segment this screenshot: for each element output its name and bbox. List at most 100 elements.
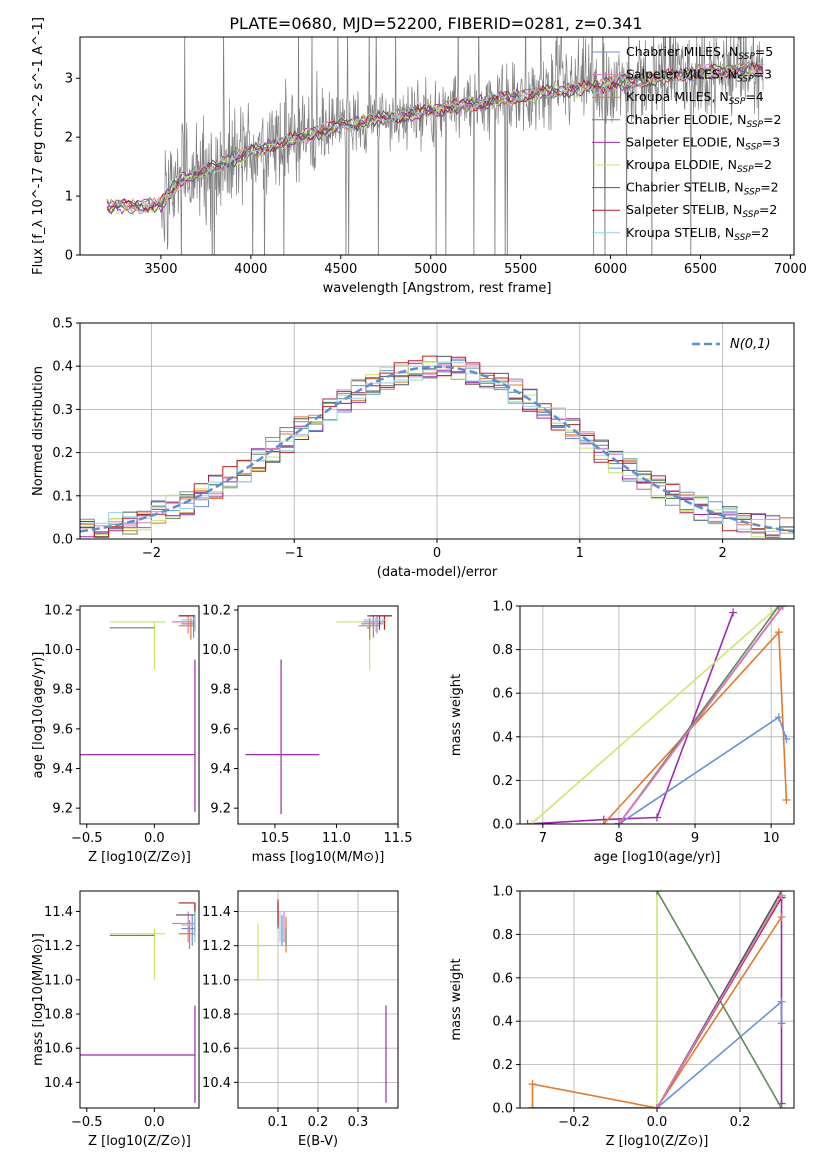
- legend-sub: SSP: [744, 188, 761, 198]
- x-tick-label: 11.0: [322, 831, 351, 846]
- x-tick-label: 0.0: [647, 1115, 668, 1130]
- plot-area: [528, 891, 786, 1108]
- legend-value: =5: [755, 44, 773, 59]
- legend-text: Salpeter ELODIE, N: [626, 134, 745, 149]
- y-tick-label: 9.6: [210, 722, 231, 737]
- chart-spectrum: 3500 4000 4500 5000 5500 6000 6500 7000 0 1 2 3 wave…: [31, 17, 807, 296]
- y-tick-label: 0.4: [492, 730, 513, 745]
- x-tick-label: 0.0: [144, 831, 165, 846]
- legend-value: =2: [754, 157, 772, 172]
- legend-label-chabrier_stelib: Chabrier STELIB, NSSP=2: [626, 180, 779, 198]
- y-tick-label: 11.2: [44, 939, 73, 954]
- x-tick-label: 4000: [234, 262, 267, 277]
- cumulative-marker-kroupa_miles: [528, 1104, 537, 1108]
- plot-area: [80, 355, 794, 539]
- chart-mass_vs_ebv: 0.1 0.2 0.3 10.4 10.6 10.8 11.0 11.2 11.4 E(B-V): [202, 890, 399, 1149]
- x-axis-label: (data-model)/error: [377, 565, 498, 580]
- cumulative-marker-chabrier_miles: [777, 1019, 786, 1028]
- y-tick-label: 9.4: [210, 762, 231, 777]
- y-tick-label: 3: [65, 72, 73, 87]
- y-tick-label: 0.6: [492, 971, 513, 986]
- cumulative-line-salpeter_elodie: [527, 612, 734, 824]
- y-tick-label: 1.0: [492, 600, 513, 615]
- x-tick-label: 1: [576, 546, 584, 561]
- x-tick-label: −0.2: [558, 1115, 590, 1130]
- legend-label-reference: N(0,1): [730, 337, 771, 352]
- y-tick-label: 11.4: [202, 905, 231, 920]
- cumulative-marker-salpeter_miles: [777, 891, 786, 900]
- cumulative-marker-chabrier_elodie: [653, 891, 661, 895]
- x-axis-label: Z [log10(Z/Z⊙)]: [88, 850, 191, 865]
- y-tick-label: 2: [65, 131, 73, 146]
- axes-frame: [237, 605, 399, 825]
- x-tick-label: 0.2: [730, 1115, 751, 1130]
- plot-area: [106, 37, 764, 255]
- legend-label-chabrier_miles: Chabrier MILES, NSSP=5: [626, 44, 773, 62]
- x-axis-label: wavelength [Angstrom, rest frame]: [323, 281, 552, 296]
- chart-age_vs_mass: 10.5 11.0 11.5 9.2 9.4 9.6 9.8 10.0 10.2 mass [lo…: [202, 603, 412, 865]
- x-tick-label: 6000: [594, 262, 627, 277]
- cumulative-marker-salpeter_elodie: [653, 813, 661, 822]
- x-tick-label: −1: [285, 546, 304, 561]
- cumulative-line-salpeter_miles: [656, 894, 783, 1108]
- x-tick-label: 11.5: [384, 831, 413, 846]
- x-tick-label: 8: [615, 831, 623, 846]
- plot-area: [257, 899, 387, 1103]
- legend-text: Chabrier MILES, N: [626, 44, 738, 59]
- cumulative-marker-salpeter_miles: [653, 1104, 661, 1108]
- x-tick-label: 0: [433, 546, 441, 561]
- y-tick-label: 0.6: [492, 687, 513, 702]
- legend-text: Salpeter MILES, N: [626, 67, 737, 82]
- legend-value: =2: [763, 112, 781, 127]
- y-tick-label: 10.6: [44, 1042, 73, 1057]
- y-tick-label: 0.2: [52, 446, 73, 461]
- cumulative-marker-kroupa_miles: [777, 913, 786, 922]
- x-tick-label: 10.5: [260, 831, 289, 846]
- chart-age_vs_Z: −0.5 0.0 9.2 9.4 9.6 9.8 10.0 10.2 Z [log10(Z/Z⊙…: [31, 603, 200, 865]
- x-tick-label: −0.5: [71, 831, 103, 846]
- axes-frame: [79, 605, 200, 825]
- cumulative-line-salpeter_miles: [618, 606, 784, 824]
- axes-frame: [519, 605, 795, 825]
- x-axis-label: Z [log10(Z/Z⊙)]: [88, 1134, 191, 1149]
- legend-sub: SSP: [737, 75, 754, 85]
- legend-value: =2: [760, 180, 778, 195]
- y-tick-label: 10.2: [44, 603, 73, 618]
- legend-sub: SSP: [729, 97, 746, 107]
- normal-reference-curve: [80, 365, 794, 533]
- cumulative-line-kroupa_miles: [531, 916, 783, 1108]
- y-tick-label: 0.3: [52, 403, 73, 418]
- x-tick-label: 6500: [684, 262, 717, 277]
- x-tick-label: 3500: [144, 262, 177, 277]
- legend-value: =4: [745, 89, 763, 104]
- legend-label-salpeter_elodie: Salpeter ELODIE, NSSP=3: [626, 134, 780, 152]
- legend-text: Kroupa ELODIE, N: [626, 157, 737, 172]
- y-tick-label: 0.2: [492, 774, 513, 789]
- x-tick-label: 9: [691, 831, 699, 846]
- x-tick-label: 4500: [324, 262, 357, 277]
- cumulative-marker-kroupa_miles: [599, 820, 608, 824]
- y-tick-label: 0.0: [492, 818, 513, 833]
- y-tick-label: 11.2: [202, 939, 231, 954]
- y-tick-label: 9.8: [210, 683, 231, 698]
- x-tick-label: 0.1: [268, 1115, 289, 1130]
- legend-value: =3: [754, 67, 772, 82]
- y-tick-label: 0.8: [492, 928, 513, 943]
- y-tick-label: 0.2: [492, 1058, 513, 1073]
- cumulative-marker-kroupa_elodie: [527, 820, 536, 824]
- y-tick-label: 0.1: [52, 489, 73, 504]
- chart-cumulative_age: 7 8 9 10 0.0 0.2 0.4 0.6 0.8 1.0 age [log10(age/yr…: [449, 600, 795, 865]
- y-tick-label: 11.0: [202, 973, 231, 988]
- x-tick-label: −0.5: [71, 1115, 103, 1130]
- y-tick-label: 10.4: [202, 1076, 231, 1091]
- cumulative-line-kroupa_elodie: [530, 606, 780, 824]
- y-tick-label: 9.4: [52, 762, 73, 777]
- plot-area: [80, 902, 196, 1103]
- legend-value: =2: [751, 225, 769, 240]
- y-tick-label: 10.0: [202, 643, 231, 658]
- y-axis-label: mass [log10(M/M⊙)]: [31, 933, 46, 1066]
- y-axis-label: age [log10(age/yr)]: [31, 652, 46, 779]
- y-tick-label: 10.8: [202, 1008, 231, 1023]
- legend-text: Kroupa STELIB, N: [626, 225, 734, 240]
- y-tick-label: 10.4: [44, 1076, 73, 1091]
